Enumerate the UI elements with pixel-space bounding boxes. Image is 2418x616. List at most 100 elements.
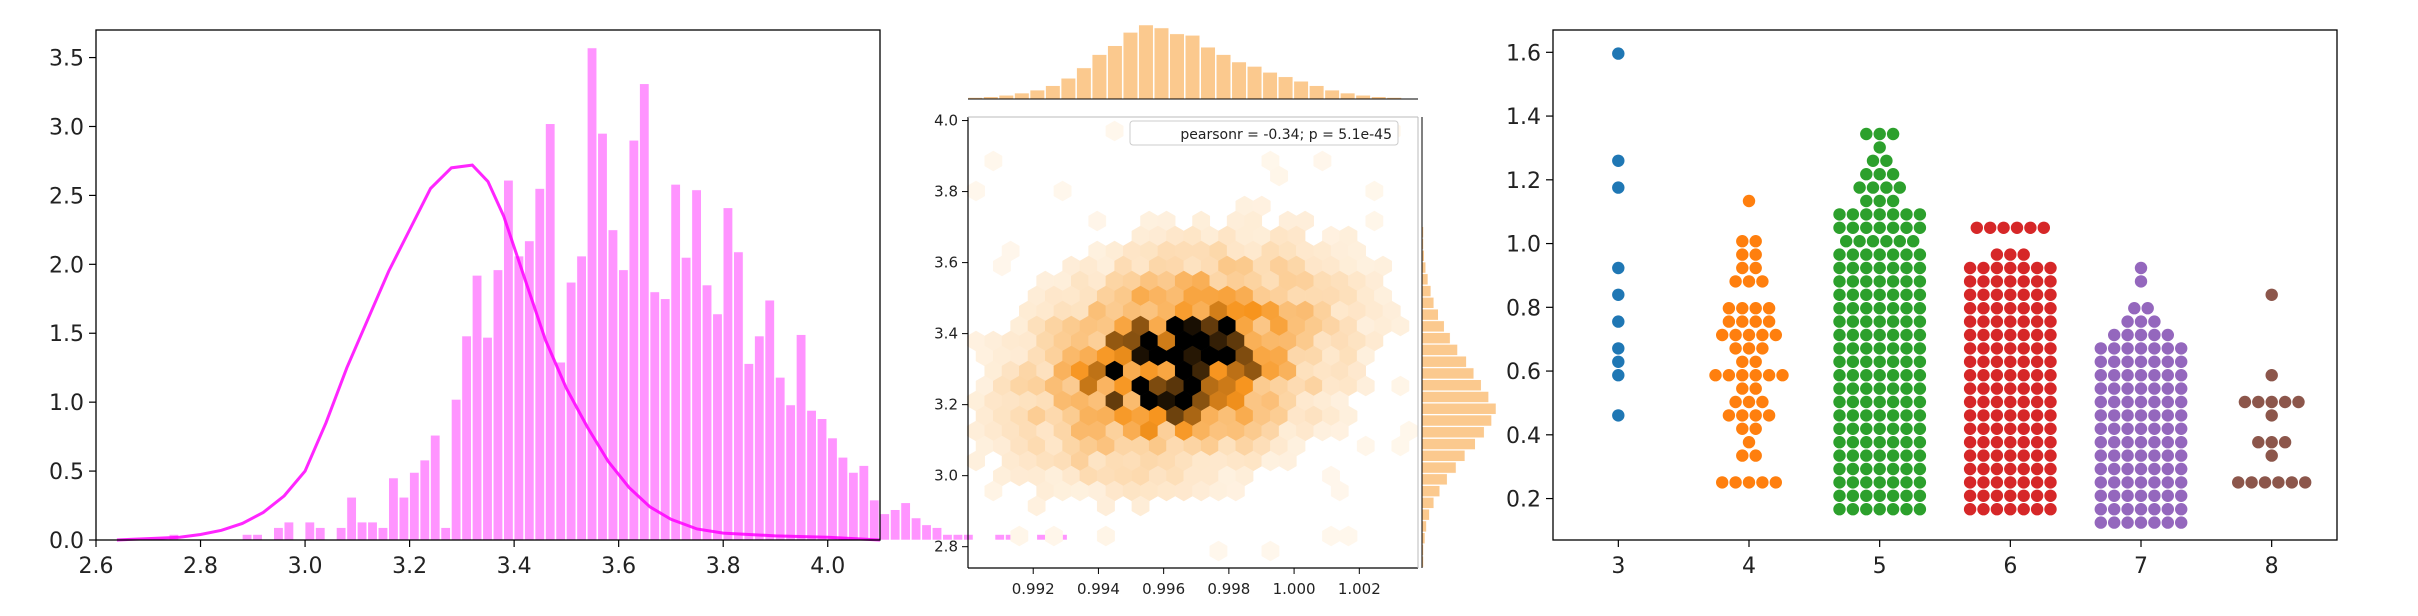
swarm-point [2121,315,2134,328]
swarm-point [1846,503,1860,516]
swarm-point [1963,489,1977,502]
swarm-point [2161,436,2174,449]
swarm-point [1749,409,1762,422]
swarm-point [1977,503,1990,516]
swarm-point [1612,315,1625,328]
swarm-point [1963,261,1977,275]
plot-frame [1552,29,2338,541]
swarm-category-3 [1612,47,1625,422]
swarm-point [2148,436,2161,449]
swarm-point [2175,503,2188,516]
swarm-point [1963,422,1977,435]
swarm-point [1873,328,1886,342]
swarm-point [2121,328,2134,342]
swarm-point [1612,355,1625,368]
hist-bar [911,517,922,541]
swarm-point [1913,409,1927,422]
swarm-point [1736,449,1749,462]
swarm-point [2030,395,2044,409]
swarm-point [1990,449,2004,462]
swarm-point [1977,409,1990,422]
swarm-point [2121,476,2134,489]
marginal-bar [1421,285,1432,297]
swarm-point [1736,422,1749,435]
swarm-point [1833,328,1846,342]
swarm-point [2161,342,2174,355]
swarm-point [1846,315,1860,328]
x-tick-label: 6 [2003,554,2017,579]
hist-bar [785,404,796,541]
swarm-point [2134,395,2148,409]
swarm-point [1749,302,1762,315]
x-tick-label: 3.4 [497,554,532,579]
swarm-point [1880,235,1893,248]
swarm-point [1749,315,1762,328]
swarm-point [1886,409,1900,422]
swarm-point [2108,462,2121,476]
swarm-point [2175,409,2188,422]
swarm-point [1913,436,1927,449]
swarm-point [1846,302,1860,315]
swarm-point [1756,342,1769,355]
swarm-point [2265,395,2278,409]
swarm-point [1913,275,1927,288]
hist-bar [597,133,608,541]
swarm-point [2017,315,2030,328]
marginal-right-histogram [1421,117,1497,568]
swarm-point [1900,476,1913,489]
swarm-point [1776,369,1789,382]
marginal-bar [1278,76,1294,100]
swarm-point [1873,141,1886,154]
hist-bar [848,472,859,541]
swarm-point [1913,503,1927,516]
swarm-point [2108,489,2121,502]
hexbin-cell [967,450,985,472]
marginal-bar [1421,461,1457,474]
swarm-point [2134,449,2148,462]
swarm-point [1756,275,1769,288]
swarm-point [2044,302,2057,315]
swarm-point [1612,181,1625,194]
hist-bar [545,123,556,541]
swarm-point [1886,248,1900,261]
swarm-point [1990,248,2004,261]
swarm-point [2108,395,2121,409]
swarm-point [1977,382,1990,395]
swarm-point [2044,476,2057,489]
x-tick-label: 0.992 [1012,580,1055,598]
swarm-point [1846,369,1860,382]
swarm-point [2175,395,2188,409]
swarm-point [2161,516,2174,529]
swarm-point [2004,369,2017,382]
hist-bar [681,257,692,541]
swarm-point [2134,275,2148,288]
swarm-point [2044,261,2057,275]
swarm-point [1846,436,1860,449]
hexbin-cell [1261,540,1280,562]
marginal-bar [1045,85,1061,100]
hist-bar [430,434,441,541]
swarm-point [1886,476,1900,489]
swarm-point [1860,489,1873,502]
swarm-point [1860,503,1873,516]
swarm-point [1900,409,1913,422]
hexbin-jointplot-panel: 0.992 0.994 0.996 0.998 1.000 1.002 2.8 3.0 3.2 3… [934,24,1497,598]
swarm-point [1977,422,1990,435]
swarm-point [1860,328,1873,342]
hist-bar [952,534,963,541]
hist-bar [388,477,399,541]
marginal-bar [1421,414,1492,427]
swarm-point [2258,476,2272,489]
swarm-point [2121,342,2134,355]
y-tick-label: 1.6 [1506,41,1541,66]
swarm-point [1762,315,1776,328]
marginal-bar [1421,344,1458,356]
swarm-point [2030,436,2044,449]
swarm-category-5 [1833,127,1927,516]
swarm-point [2148,503,2161,516]
swarm-point [2175,342,2188,355]
hist-bar [336,527,347,541]
swarm-category-7 [2094,261,2188,529]
swarm-point [2017,261,2030,275]
